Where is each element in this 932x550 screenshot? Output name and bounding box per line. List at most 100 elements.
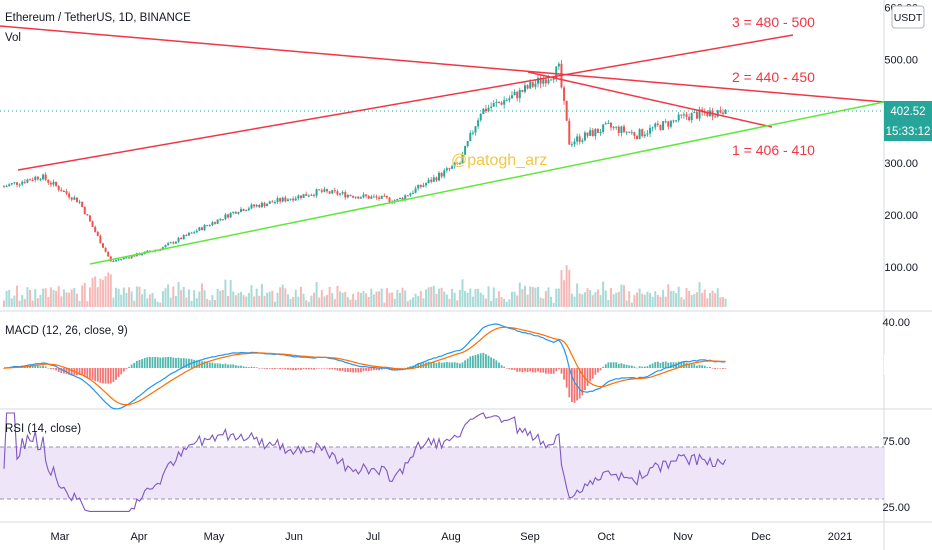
candle-body [211,222,214,226]
macd-histogram-bar [328,368,331,370]
macd-histogram-bar [229,364,232,368]
macd-histogram-bar [326,368,328,369]
macd-histogram-bar [591,368,594,379]
candle-body [453,162,456,167]
candle-body [5,186,8,188]
volume-bar [484,298,487,307]
volume-bar [685,288,688,307]
volume-bar [156,301,159,307]
volume-bar [115,287,118,307]
macd-histogram-bar [594,368,597,375]
macd-histogram-bar [487,355,490,368]
macd-histogram-bar [557,368,560,370]
candle-body [706,112,709,117]
volume-bar [615,292,618,307]
macd-histogram-bar [680,361,683,368]
volume-bar [292,297,295,307]
macd-histogram-bar [339,368,341,371]
volume-bar [547,287,550,307]
target-2-label[interactable]: 2 = 440 - 450 [732,69,815,85]
candle-body [385,196,388,198]
candle-body [544,79,547,84]
candle-body [550,79,553,81]
volume-bar [654,291,657,307]
macd-histogram-bar [453,362,456,368]
macd-histogram-bar [654,362,657,368]
target-1-label[interactable]: 1 = 406 - 410 [732,142,815,158]
candle-body [513,91,516,96]
volume-bar [203,290,206,307]
volume-bar [380,288,383,307]
candle-body [581,140,584,142]
candle-body [31,180,34,182]
volume-bar [622,285,625,307]
descending-trendline[interactable] [527,71,773,128]
candle-body [326,189,329,192]
candle-body [586,132,589,136]
candle-body [602,124,605,133]
volume-bar [630,302,633,307]
volume-bar [550,296,553,307]
candle-body [193,232,196,234]
candle-body [312,194,315,196]
volume-bar [706,298,709,307]
candle-body [232,211,235,213]
time-axis-label: Aug [441,531,461,543]
candle-body [537,77,540,84]
volume-bar [31,300,34,307]
macd-histogram-bar [365,368,367,371]
currency-button[interactable]: USDT [891,5,925,29]
macd-histogram-bar [359,368,362,373]
volume-bar [286,294,289,307]
volume-bar [141,294,144,307]
volume-bar [88,287,91,307]
candle-body [128,257,131,259]
volume-bar [94,276,97,307]
volume-bar [75,293,78,307]
candle-body [662,121,665,131]
volume-bar [253,296,256,307]
target-3-label[interactable]: 3 = 480 - 500 [732,14,815,30]
macd-histogram-bar [258,368,261,369]
candle-body [604,123,607,125]
volume-bar [120,294,123,307]
support-trendline[interactable] [89,101,885,265]
upper-channel-trendline[interactable] [17,34,794,171]
time-axis[interactable]: Mar Apr May Jun Jul Aug Sep Oct Nov Dec 2021 [51,531,853,543]
macd-histogram-bar [401,368,404,369]
macd-histogram-bar [57,368,60,372]
volume-bar [107,272,110,307]
macd-histogram-bar [271,368,274,369]
macd-histogram-bar [297,368,300,370]
volume-bar [432,285,435,307]
macd-histogram-bar [643,366,646,368]
macd-histogram-bar [120,368,123,375]
candle-body [273,201,276,203]
volume-bar [180,290,183,307]
candle-body [484,108,487,112]
macd-histogram-bar [245,366,248,368]
macd-histogram-bar [693,364,696,368]
macd-histogram-bar [49,368,52,370]
volume-bar [42,288,45,307]
macd-histogram-bar [247,367,250,368]
volume-bar [240,291,243,307]
candle-body [3,186,5,188]
candle-body [445,168,448,171]
candle-body [656,123,659,125]
macd-histogram-bar [362,368,365,372]
volume-bar [510,291,513,307]
volume-bar [70,289,73,307]
macd-histogram-bar [112,368,115,383]
macd-histogram-bar [36,365,39,368]
volume-bar [688,290,691,307]
macd-histogram-bar [76,368,78,376]
macd-signal-line [4,326,726,406]
last-price-value: 402.52 [890,106,925,118]
macd-histogram-bar [307,368,310,370]
macd-histogram-bar [70,368,73,376]
resistance-trendline[interactable] [0,25,885,103]
candle-body [721,112,724,114]
candle-body [247,208,250,211]
